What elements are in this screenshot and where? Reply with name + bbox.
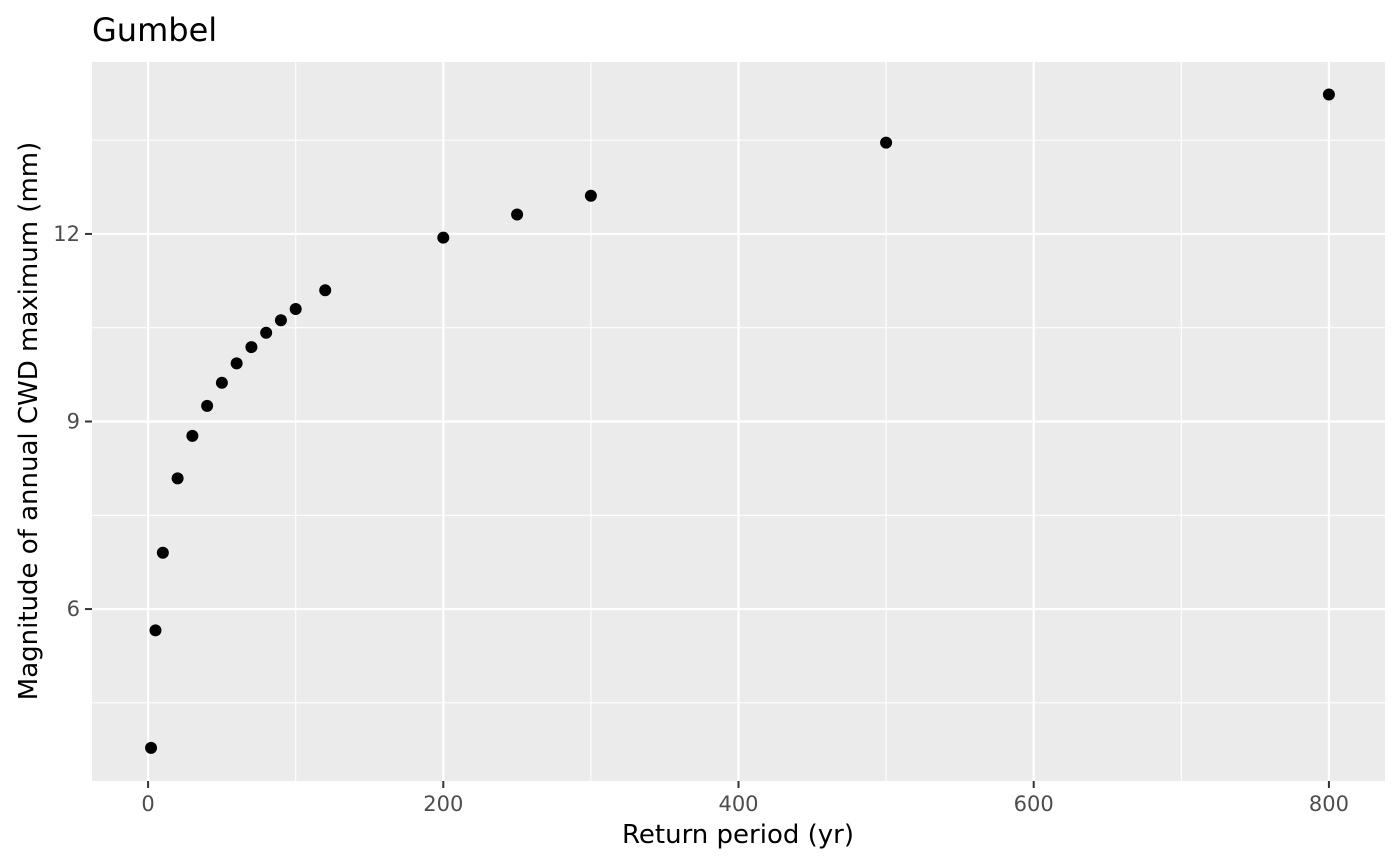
data-points (145, 88, 1335, 754)
y-axis: 6 9 12 (53, 222, 92, 621)
x-tick-label: 200 (423, 792, 463, 816)
data-point (319, 284, 332, 297)
data-point (1322, 88, 1335, 101)
data-point (584, 189, 597, 202)
y-axis-title: Magnitude of annual CWD maximum (mm) (14, 142, 44, 700)
data-point (437, 231, 450, 244)
data-point (260, 326, 273, 339)
y-tick-label: 12 (53, 222, 80, 246)
x-axis-title: Return period (yr) (622, 820, 854, 850)
data-point (215, 376, 228, 389)
x-tick-label: 0 (141, 792, 154, 816)
data-point (289, 302, 302, 315)
data-point (201, 399, 214, 412)
data-point (274, 314, 287, 327)
data-point (149, 624, 162, 637)
x-tick-label: 600 (1014, 792, 1054, 816)
major-gridlines (92, 62, 1385, 781)
x-tick-label: 400 (718, 792, 758, 816)
chart-title: Gumbel (92, 11, 217, 49)
data-point (230, 357, 243, 370)
y-tick-label: 9 (67, 410, 80, 434)
data-point (880, 136, 893, 149)
x-axis: 0 200 400 600 800 (141, 781, 1349, 816)
data-point (156, 546, 169, 559)
data-point (186, 429, 199, 442)
data-point (171, 472, 184, 485)
y-tick-label: 6 (67, 597, 80, 621)
data-point (511, 208, 524, 221)
data-point (245, 341, 258, 354)
data-point (145, 741, 158, 754)
x-tick-label: 800 (1309, 792, 1349, 816)
